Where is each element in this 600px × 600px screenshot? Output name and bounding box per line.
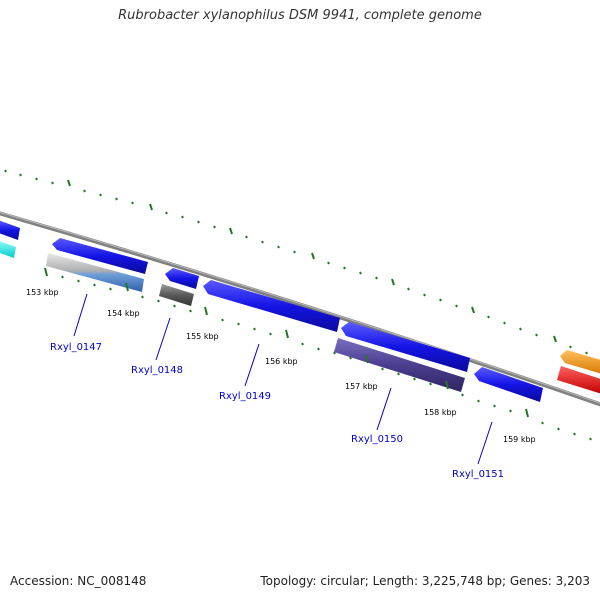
gene-labels: Rxyl_0147 Rxyl_0148 Rxyl_0149 Rxyl_0150 … [50, 342, 504, 480]
gene-feature[interactable] [0, 240, 16, 258]
gene-feature[interactable] [46, 253, 144, 292]
gene-feature[interactable] [165, 268, 199, 289]
gene-track-forward [0, 220, 600, 402]
gene-label[interactable]: Rxyl_0147 [50, 342, 102, 353]
gene-feature[interactable] [557, 366, 600, 394]
gene-leader-lines [73, 293, 493, 465]
kbp-label: 156 kbp [265, 357, 298, 366]
genome-backbone [0, 211, 600, 407]
gene-feature[interactable] [159, 284, 194, 306]
gene-track-reverse [0, 240, 600, 394]
gene-feature[interactable] [334, 338, 465, 392]
gene-feature[interactable] [203, 280, 340, 332]
gene-label[interactable]: Rxyl_0150 [351, 434, 403, 445]
genome-summary-text: Topology: circular; Length: 3,225,748 bp… [260, 574, 590, 588]
kbp-label: 153 kbp [26, 288, 59, 297]
map-title: Rubrobacter xylanophilus DSM 9941, compl… [118, 8, 482, 23]
outer-tick-ring [4, 169, 588, 355]
accession-text: Accession: NC_008148 [10, 574, 147, 588]
kbp-label: 159 kbp [503, 435, 536, 444]
gene-feature[interactable] [0, 220, 20, 240]
kbp-label: 157 kbp [345, 382, 378, 391]
gene-feature[interactable] [52, 238, 148, 274]
kbp-label: 155 kbp [186, 332, 219, 341]
kbp-label: 158 kbp [424, 408, 457, 417]
gene-label[interactable]: Rxyl_0149 [219, 391, 271, 402]
gene-label[interactable]: Rxyl_0151 [452, 469, 504, 480]
inner-tick-ring [44, 267, 592, 441]
gene-feature[interactable] [341, 322, 470, 372]
kbp-label: 154 kbp [107, 309, 140, 318]
scale-labels: 153 kbp 154 kbp 155 kbp 156 kbp 157 kbp … [26, 288, 536, 444]
gene-feature[interactable] [560, 350, 600, 374]
gene-feature[interactable] [474, 367, 543, 402]
gene-label[interactable]: Rxyl_0148 [131, 365, 183, 376]
